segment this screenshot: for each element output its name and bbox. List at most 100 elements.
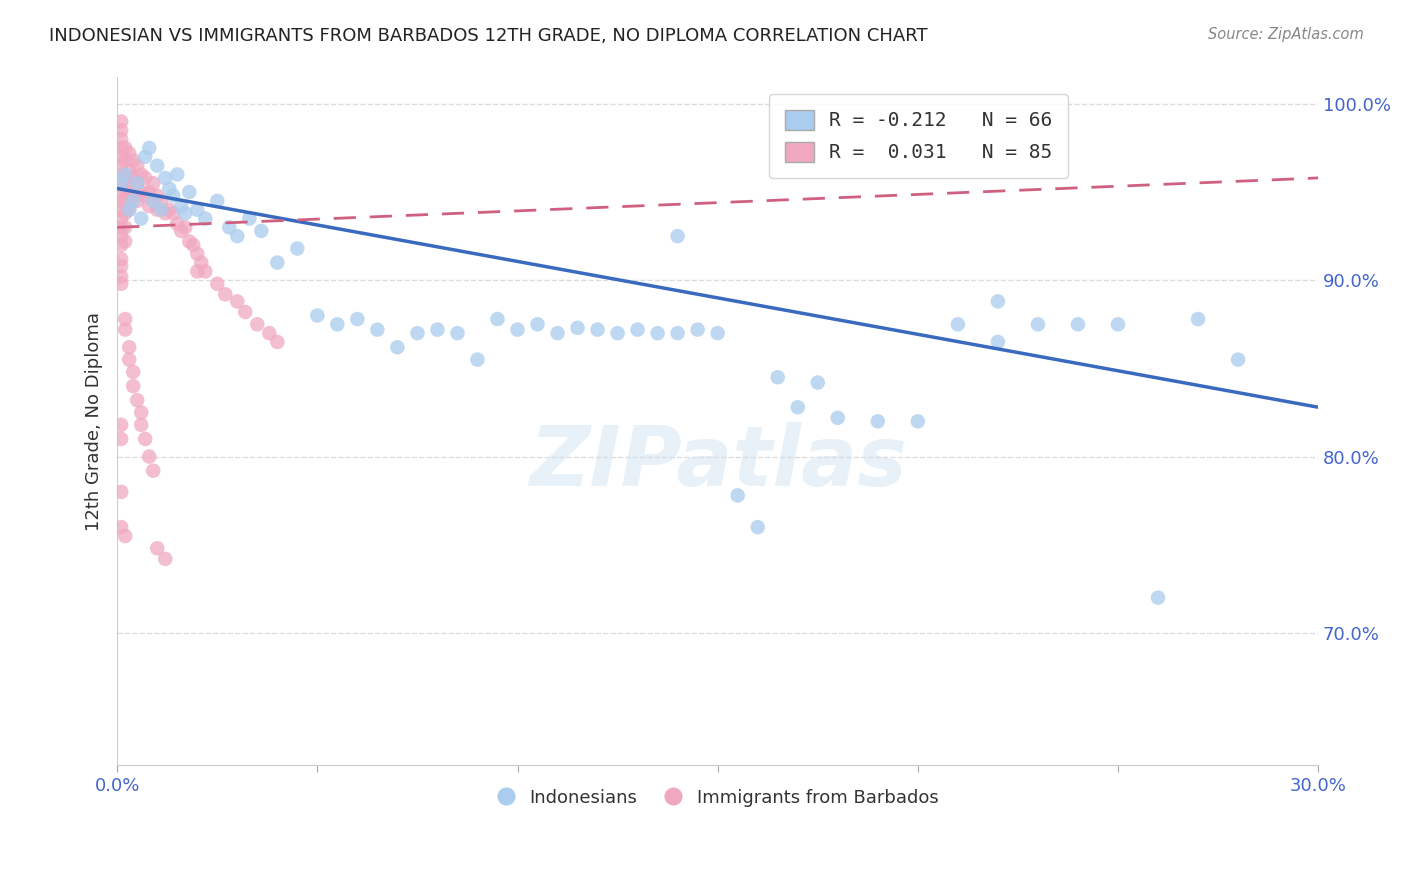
Point <box>250 224 273 238</box>
Point <box>786 401 808 415</box>
Point <box>110 229 132 244</box>
Point <box>346 312 368 326</box>
Legend: Indonesians, Immigrants from Barbados: Indonesians, Immigrants from Barbados <box>489 782 946 814</box>
Point <box>110 252 132 266</box>
Point <box>157 202 180 217</box>
Point <box>110 176 132 190</box>
Point <box>134 188 156 202</box>
Point <box>122 194 145 208</box>
Point <box>110 176 132 190</box>
Point <box>142 464 165 478</box>
Point <box>110 220 132 235</box>
Point <box>162 188 184 202</box>
Point <box>138 141 160 155</box>
Point <box>114 141 136 155</box>
Point <box>150 194 173 208</box>
Text: INDONESIAN VS IMMIGRANTS FROM BARBADOS 12TH GRADE, NO DIPLOMA CORRELATION CHART: INDONESIAN VS IMMIGRANTS FROM BARBADOS 1… <box>49 27 928 45</box>
Text: ZIPatlas: ZIPatlas <box>529 422 907 503</box>
Point <box>907 414 929 428</box>
Point <box>706 326 728 340</box>
Point <box>226 294 249 309</box>
Point <box>446 326 468 340</box>
Point <box>110 520 132 534</box>
Point <box>194 264 217 278</box>
Point <box>122 188 145 202</box>
Point <box>174 206 197 220</box>
Point <box>626 323 648 337</box>
Point <box>110 202 132 217</box>
Point <box>118 164 141 178</box>
Point <box>647 326 669 340</box>
Point <box>129 405 152 419</box>
Point <box>547 326 569 340</box>
Point <box>1187 312 1209 326</box>
Point <box>138 450 160 464</box>
Point <box>186 264 208 278</box>
Point <box>181 238 204 252</box>
Point <box>807 376 830 390</box>
Point <box>1107 318 1129 332</box>
Point <box>666 229 689 244</box>
Point <box>987 294 1010 309</box>
Point <box>114 171 136 186</box>
Point <box>110 432 132 446</box>
Point <box>827 410 849 425</box>
Point <box>142 194 165 208</box>
Point <box>467 352 489 367</box>
Point <box>114 323 136 337</box>
Point <box>366 323 388 337</box>
Point <box>110 417 132 432</box>
Point <box>727 488 749 502</box>
Point <box>155 206 177 220</box>
Point <box>233 305 256 319</box>
Point <box>110 159 132 173</box>
Point <box>326 318 349 332</box>
Y-axis label: 12th Grade, No Diploma: 12th Grade, No Diploma <box>86 312 103 531</box>
Point <box>127 176 149 190</box>
Point <box>118 202 141 217</box>
Point <box>146 541 169 556</box>
Point <box>166 168 188 182</box>
Point <box>127 194 149 208</box>
Point <box>606 326 628 340</box>
Point <box>486 312 509 326</box>
Point <box>122 365 145 379</box>
Point <box>127 159 149 173</box>
Point <box>174 220 197 235</box>
Point <box>1227 352 1250 367</box>
Point <box>114 312 136 326</box>
Point <box>285 242 308 256</box>
Point <box>142 176 165 190</box>
Point <box>157 181 180 195</box>
Point <box>118 146 141 161</box>
Point <box>266 255 288 269</box>
Point <box>110 132 132 146</box>
Point <box>170 224 193 238</box>
Point <box>586 323 609 337</box>
Point <box>114 153 136 168</box>
Point <box>686 323 709 337</box>
Point <box>134 432 156 446</box>
Point <box>155 552 177 566</box>
Point <box>866 414 889 428</box>
Point <box>186 247 208 261</box>
Point <box>747 520 769 534</box>
Point <box>179 235 201 249</box>
Text: Source: ZipAtlas.com: Source: ZipAtlas.com <box>1208 27 1364 42</box>
Point <box>114 181 136 195</box>
Point <box>186 202 208 217</box>
Point <box>110 141 132 155</box>
Point <box>118 340 141 354</box>
Point <box>134 171 156 186</box>
Point <box>114 206 136 220</box>
Point <box>110 238 132 252</box>
Point <box>129 185 152 199</box>
Point <box>1026 318 1049 332</box>
Point <box>122 379 145 393</box>
Point <box>146 159 169 173</box>
Point <box>666 326 689 340</box>
Point <box>110 269 132 284</box>
Point <box>110 123 132 137</box>
Point <box>114 235 136 249</box>
Point <box>214 287 236 301</box>
